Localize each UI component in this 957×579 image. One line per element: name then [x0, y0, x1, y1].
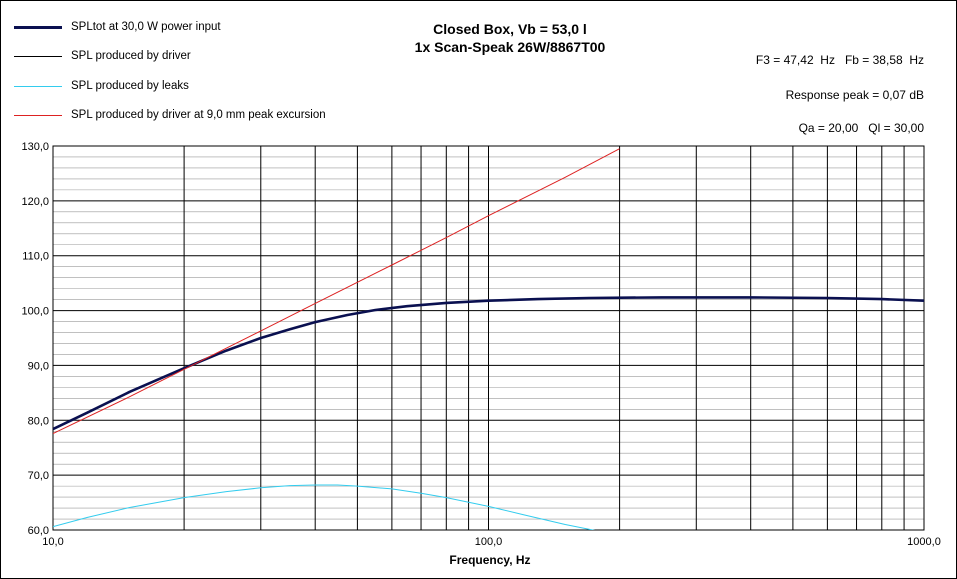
plot-area-border: [52, 145, 925, 531]
x-axis-label: Frequency, Hz: [449, 553, 531, 567]
annotation-qa-ql: Qa = 20,00 Ql = 30,00: [798, 121, 924, 135]
legend-label-spltot: SPLtot at 30,0 W power input: [71, 21, 221, 33]
y-tick-label: 100,0: [21, 306, 49, 318]
series-leaks-line: [53, 484, 596, 530]
chart-title-block: Closed Box, Vb = 53,0 l 1x Scan-Speak 26…: [350, 20, 670, 56]
legend-swatch-excursion: [14, 115, 62, 116]
legend-swatch-leaks: [14, 86, 62, 87]
chart-title: Closed Box, Vb = 53,0 l: [433, 21, 587, 37]
legend-label-driver: SPL produced by driver: [71, 50, 191, 62]
legend-swatch-driver: [14, 56, 62, 57]
series-excursion-line: [53, 148, 620, 434]
y-tick-label: 130,0: [21, 141, 49, 153]
y-tick-label: 110,0: [22, 251, 49, 263]
y-tick-label: 120,0: [21, 196, 49, 208]
legend-label-excursion: SPL produced by driver at 9,0 mm peak ex…: [71, 109, 326, 121]
y-tick-label: 60,0: [28, 525, 49, 537]
y-tick-label: 90,0: [28, 360, 49, 372]
annotation-response-peak: Response peak = 0,07 dB: [785, 88, 924, 102]
x-tick-label: 10,0: [42, 536, 63, 548]
x-tick-label: 1000,0: [907, 536, 941, 548]
y-tick-label: 70,0: [28, 470, 49, 482]
annotation-f3-fb: F3 = 47,42 Hz Fb = 38,58 Hz: [755, 53, 924, 67]
legend-label-leaks: SPL produced by leaks: [71, 80, 189, 92]
x-tick-label: 100,0: [475, 536, 503, 548]
legend-swatch-spltot: [14, 26, 62, 29]
y-tick-label: 80,0: [28, 415, 49, 427]
chart-subtitle: 1x Scan-Speak 26W/8867T00: [414, 39, 606, 55]
